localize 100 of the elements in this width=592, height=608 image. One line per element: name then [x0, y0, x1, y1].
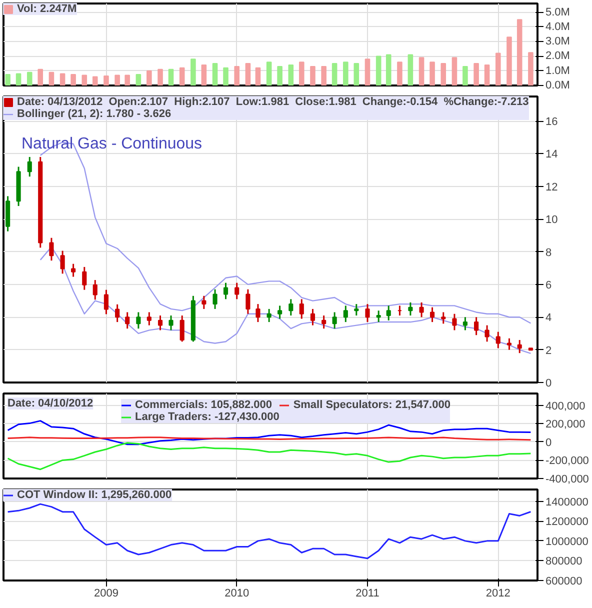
bar [354, 63, 360, 86]
text: Natural Gas - Continuous [22, 136, 202, 152]
bar [26, 72, 32, 86]
y-tick-label: 8 [546, 246, 552, 259]
y-tick-label: 600000 [546, 576, 582, 588]
y-tick-label: 200,000 [546, 418, 586, 431]
candlestick [82, 266, 87, 291]
bar [168, 68, 174, 86]
candlestick [234, 282, 240, 300]
y-tick-label: 3.0M [546, 36, 570, 48]
candlestick [517, 339, 522, 354]
bar [376, 56, 382, 86]
bar [462, 66, 468, 86]
legend-label: Vol: 2.247M [17, 3, 77, 15]
legend-label: Date: 04/13/2012 Open:2.107 High:2.107 Low:1.981 Close:1.981 Change:-0.154 %Change:-7.213 [17, 96, 529, 108]
bar [310, 66, 316, 86]
y-tick-label: 800000 [546, 556, 582, 568]
bar [104, 75, 109, 86]
candlestick [71, 263, 76, 278]
candlestick [462, 316, 468, 331]
y-tick-label: 0 [546, 436, 552, 449]
y-tick-label: 2 [546, 344, 552, 357]
candlestick [202, 295, 206, 310]
bar [146, 70, 152, 86]
bar [158, 68, 163, 86]
y-tick-label: 14 [546, 148, 558, 161]
y-tick-label: 0.0M [546, 80, 570, 92]
y-tick-label: 1400000 [546, 496, 588, 508]
bar [179, 67, 185, 86]
candlestick [386, 304, 391, 322]
candlestick [452, 313, 457, 331]
bar [321, 66, 326, 86]
bar [484, 64, 490, 86]
candlestick [266, 308, 272, 323]
legend-label: COT Window II: 1,295,260.000 [17, 489, 172, 501]
candlestick [322, 314, 326, 330]
candlestick [246, 288, 250, 315]
candlestick [136, 311, 141, 330]
bar [38, 68, 44, 86]
candlestick [104, 289, 109, 315]
bar [516, 19, 522, 86]
bar [266, 62, 272, 86]
x-tick-label: 2012 [486, 588, 510, 600]
bar [298, 62, 304, 86]
y-tick-label: -400,000 [546, 474, 589, 486]
candlestick [299, 298, 304, 320]
bar [418, 57, 424, 86]
y-tick-label: 12 [546, 181, 558, 194]
y-tick-label: 6 [546, 279, 552, 292]
candlestick [496, 331, 500, 349]
bar [255, 67, 261, 86]
bar [528, 52, 534, 86]
bar [190, 58, 196, 86]
y-tick-label: 4.0M [546, 20, 570, 33]
candlestick [354, 303, 359, 316]
y-tick-label: 1.0M [546, 64, 570, 77]
bar [397, 62, 402, 86]
bar [136, 74, 142, 86]
bar [16, 73, 22, 86]
bar [408, 54, 414, 86]
candlestick [27, 156, 32, 178]
bar [288, 64, 294, 86]
y-tick-label: 0 [546, 378, 552, 390]
bar [364, 58, 370, 86]
x-tick-label: 2010 [224, 588, 250, 600]
bar [440, 63, 446, 86]
y-tick-label: 4 [546, 312, 552, 324]
legend-label: Commercials: 105,882.000 [135, 399, 272, 411]
bar [332, 63, 338, 86]
bar [48, 72, 54, 86]
bar [234, 66, 240, 86]
line-series [7, 442, 532, 470]
bar [223, 67, 228, 86]
y-tick-label: -200,000 [546, 455, 589, 468]
candlestick [441, 311, 446, 324]
bar [495, 52, 501, 86]
legend-label: Bollinger (21, 2): 1.780 - 3.626 [17, 108, 172, 120]
candlestick [430, 306, 435, 323]
candlestick [49, 237, 54, 262]
candlestick [343, 304, 348, 323]
bar [212, 63, 218, 86]
legend-label: Large Traders: -127,430.000 [135, 411, 280, 423]
candlestick [158, 314, 163, 331]
y-tick-label: 2.0M [546, 50, 570, 62]
bar [124, 74, 130, 86]
bar [430, 62, 435, 86]
candlestick [212, 288, 218, 310]
candlestick [278, 304, 282, 320]
candlestick [125, 311, 130, 330]
candlestick [408, 302, 413, 316]
candlestick [60, 250, 65, 274]
bar [92, 76, 98, 86]
candlestick [92, 279, 98, 300]
x-tick-label: 2011 [356, 588, 380, 600]
bar [82, 74, 88, 86]
bar [5, 74, 10, 86]
candlestick [146, 311, 152, 326]
bar [201, 64, 207, 86]
bar [114, 74, 120, 86]
candlestick [376, 310, 381, 323]
